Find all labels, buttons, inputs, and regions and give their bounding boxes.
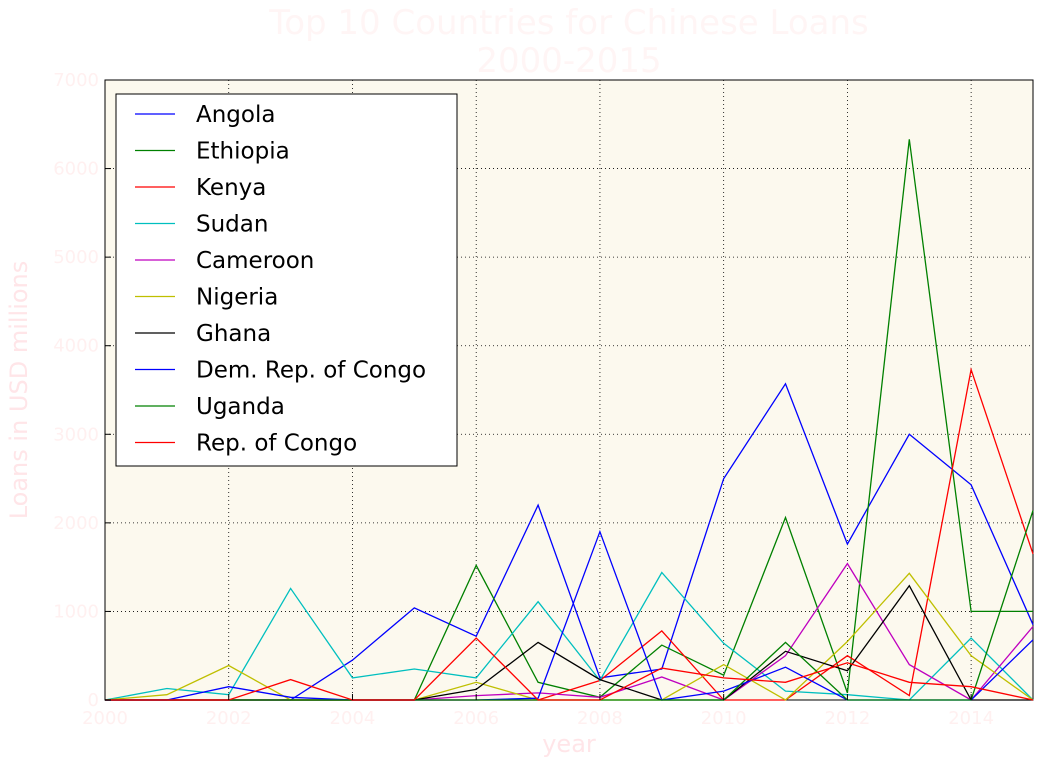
legend-label-cameroon: Cameroon [196, 248, 314, 274]
legend-box [115, 93, 458, 467]
x-tick-label: 2010 [701, 708, 747, 729]
y-tick-label: 1000 [53, 601, 99, 622]
legend-label-dem-rep-of-congo: Dem. Rep. of Congo [196, 358, 426, 384]
y-axis-ticks: 0 1000 2000 3000 4000 5000 6000 7000 [53, 70, 111, 711]
y-axis-label: Loans in USD millions [5, 261, 33, 520]
x-tick-label: 2000 [82, 708, 128, 729]
x-tick-label: 2014 [948, 708, 994, 729]
x-tick-label: 2012 [824, 708, 870, 729]
legend-label-rep-of-congo: Rep. of Congo [196, 431, 357, 457]
chart-title-line1: Top 10 Countries for Chinese Loans [268, 3, 869, 43]
x-tick-label: 2004 [330, 708, 376, 729]
grid-lines [105, 80, 1033, 700]
x-axis-ticks: 2000 2002 2004 2006 2008 2010 2012 2014 [82, 694, 994, 729]
legend-label-kenya: Kenya [196, 175, 266, 201]
y-tick-label: 6000 [53, 159, 99, 180]
legend-label-ghana: Ghana [196, 321, 271, 347]
legend-label-sudan: Sudan [196, 212, 268, 238]
series-lines [104, 139, 1034, 701]
x-tick-label: 2006 [453, 708, 499, 729]
series-line-rep-of-congo [105, 637, 1034, 701]
x-tick-label: 2008 [577, 708, 623, 729]
x-axis-label: year [542, 730, 596, 758]
chart-title-line2: 2000-2015 [476, 41, 661, 81]
legend: Angola Ethiopia Kenya Sudan Cameroon Nigeria G… [115, 93, 458, 467]
y-tick-label: 5000 [53, 247, 99, 268]
legend-label-uganda: Uganda [196, 394, 285, 420]
legend-label-angola: Angola [196, 102, 275, 128]
y-tick-label: 2000 [53, 513, 99, 534]
y-tick-label: 4000 [53, 336, 99, 357]
y-tick-label: 0 [88, 690, 99, 711]
y-tick-label: 3000 [53, 424, 99, 445]
x-tick-label: 2002 [206, 708, 252, 729]
legend-label-nigeria: Nigeria [196, 285, 278, 311]
y-tick-label: 7000 [53, 70, 99, 91]
legend-label-ethiopia: Ethiopia [196, 139, 290, 165]
series-line-sudan [104, 571, 1034, 701]
